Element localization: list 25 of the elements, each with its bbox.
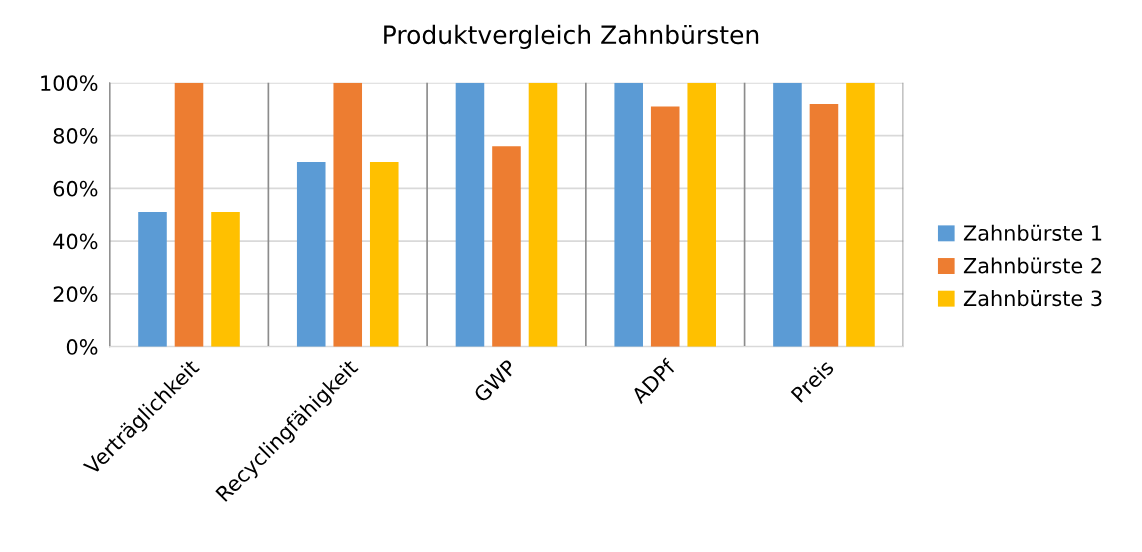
y-tick-label: 20% bbox=[53, 286, 98, 303]
bar bbox=[528, 82, 558, 347]
bar bbox=[614, 82, 643, 347]
bar bbox=[809, 103, 839, 347]
y-tick-label: 60% bbox=[53, 180, 98, 197]
bar bbox=[773, 82, 802, 347]
legend-label: Zahnbürste 3 bbox=[963, 290, 1102, 307]
chart-title: Produktvergleich Zahnbürsten bbox=[384, 24, 759, 50]
y-tick-label: 100% bbox=[41, 75, 98, 92]
bar bbox=[174, 82, 204, 347]
bar bbox=[369, 161, 399, 347]
legend-label: Zahnbürste 2 bbox=[963, 257, 1102, 274]
bar bbox=[650, 106, 680, 347]
bar bbox=[492, 146, 521, 347]
bar bbox=[846, 82, 875, 347]
bar bbox=[455, 82, 485, 347]
bar bbox=[211, 212, 240, 347]
bar bbox=[333, 82, 363, 347]
y-tick-label: 0% bbox=[66, 339, 98, 355]
bar bbox=[687, 82, 717, 347]
y-tick-label: 80% bbox=[53, 128, 98, 144]
legend-label: Zahnbürste 1 bbox=[963, 224, 1102, 241]
y-tick-label: 40% bbox=[53, 233, 98, 250]
bar bbox=[138, 212, 167, 347]
bar bbox=[296, 161, 326, 347]
